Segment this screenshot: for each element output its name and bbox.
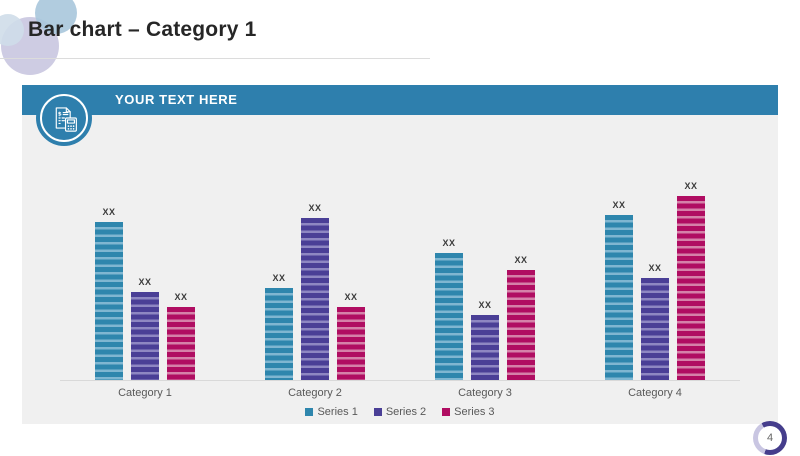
data-label: XX xyxy=(102,207,116,217)
bar-series-3: XX xyxy=(677,181,705,380)
content-card: YOUR TEXT HERE $ xyxy=(22,85,778,424)
legend-swatch xyxy=(442,408,451,416)
bar-series-1: XX xyxy=(265,273,293,380)
bar-series-2: XX xyxy=(301,203,329,380)
bar-series-2: XX xyxy=(471,300,499,380)
chart-legend: Series 1 Series 2 Series 3 xyxy=(60,406,740,418)
data-label: XX xyxy=(612,200,626,210)
bar-series-3: XX xyxy=(507,255,535,380)
legend-label: Series 3 xyxy=(454,406,495,418)
icon-ring xyxy=(40,94,88,142)
legend-item: Series 1 xyxy=(305,406,358,418)
decorative-circle xyxy=(35,0,77,34)
page-number: 4 xyxy=(758,426,782,450)
bar-series-2: XX xyxy=(641,263,669,380)
bar-series-1: XX xyxy=(435,238,463,380)
bar-chart: XX XX XX XX XX XX XX XX XX XX XX XX Category 1 Categ… xyxy=(60,180,740,418)
plot-area: XX XX XX XX XX XX XX XX XX XX XX XX xyxy=(60,180,740,381)
data-label: XX xyxy=(344,292,358,302)
data-label: XX xyxy=(478,300,492,310)
category-label: Category 4 xyxy=(628,387,682,399)
bar-group: XX XX XX xyxy=(60,207,230,380)
title-divider xyxy=(0,58,430,59)
card-header: YOUR TEXT HERE xyxy=(22,85,778,115)
data-label: XX xyxy=(308,203,322,213)
bar-series-1: XX xyxy=(95,207,123,380)
data-label: XX xyxy=(648,263,662,273)
legend-swatch xyxy=(305,408,314,416)
category-label: Category 1 xyxy=(118,387,172,399)
legend-label: Series 1 xyxy=(317,406,358,418)
data-label: XX xyxy=(442,238,456,248)
legend-item: Series 2 xyxy=(373,406,427,418)
bar-series-2: XX xyxy=(131,277,159,380)
page-title: Bar chart – Category 1 xyxy=(28,18,257,41)
bar-series-3: XX xyxy=(337,292,365,380)
invoice-calculator-icon: $ xyxy=(36,90,92,146)
data-label: XX xyxy=(174,292,188,302)
category-axis: Category 1 Category 2 Category 3 Category 4 xyxy=(60,381,740,399)
bar-group: XX XX XX xyxy=(570,181,740,380)
bar-group: XX XX XX xyxy=(400,238,570,380)
category-label: Category 3 xyxy=(458,387,512,399)
bar-series-1: XX xyxy=(605,200,633,380)
page-number-badge: 4 xyxy=(753,421,787,455)
legend-swatch xyxy=(373,408,382,416)
legend-item: Series 3 xyxy=(442,406,495,418)
card-header-title: YOUR TEXT HERE xyxy=(115,92,238,107)
data-label: XX xyxy=(138,277,152,287)
data-label: XX xyxy=(514,255,528,265)
data-label: XX xyxy=(684,181,698,191)
data-label: XX xyxy=(272,273,286,283)
legend-label: Series 2 xyxy=(385,406,427,418)
category-label: Category 2 xyxy=(288,387,342,399)
bar-group: XX XX XX xyxy=(230,203,400,380)
bar-series-3: XX xyxy=(167,292,195,380)
